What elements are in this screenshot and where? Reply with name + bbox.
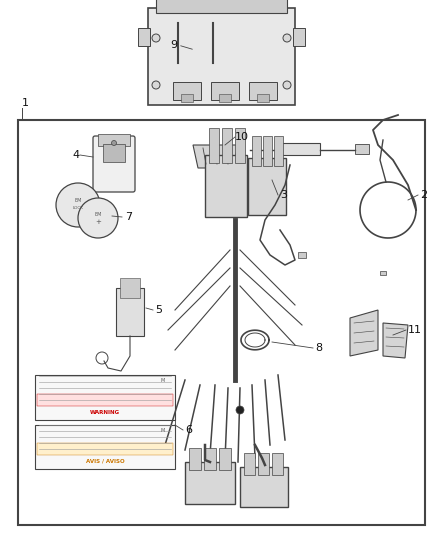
Bar [148,8,295,105]
Text: 11: 11 [408,325,422,335]
Bar [18,120,425,525]
Circle shape [152,34,160,42]
Circle shape [283,81,291,89]
Circle shape [112,141,117,146]
Text: WARNING: WARNING [90,409,120,415]
Bar [156,0,287,13]
Text: LOCK: LOCK [73,206,83,210]
Text: 8: 8 [315,343,322,353]
Bar [35,425,175,469]
Bar [209,128,219,163]
Text: 10: 10 [235,132,249,142]
Text: EM: EM [94,212,102,216]
Bar [235,128,245,163]
Bar [298,252,306,258]
Text: 4: 4 [73,150,80,160]
Bar [204,448,216,470]
Bar [173,82,201,100]
Bar [240,467,288,507]
Bar [189,448,201,470]
Bar [181,94,193,102]
Bar [219,448,231,470]
Text: +: + [95,219,101,225]
Bar [185,462,235,504]
Bar [244,453,255,475]
Circle shape [283,34,291,42]
Bar [103,144,125,162]
Circle shape [152,81,160,89]
Bar [249,82,277,100]
Bar [37,394,173,406]
Polygon shape [383,323,408,358]
Text: AVIS / AVISO: AVIS / AVISO [86,458,124,464]
Bar [211,82,239,100]
Text: EM: EM [74,198,82,203]
Bar [274,136,283,166]
Bar [37,443,173,455]
Circle shape [236,406,244,414]
Bar [293,28,305,46]
Text: 6: 6 [185,425,192,435]
Polygon shape [350,310,378,356]
Text: 5: 5 [155,305,162,315]
Bar [116,288,144,336]
Text: 9: 9 [170,40,177,50]
Bar [120,278,140,298]
Bar [355,144,369,154]
Bar [263,136,272,166]
Bar [252,136,261,166]
Bar [98,134,130,146]
FancyBboxPatch shape [93,136,135,192]
Circle shape [56,183,100,227]
Text: M: M [161,378,165,384]
Bar [272,453,283,475]
Text: M: M [161,429,165,433]
Bar [258,453,269,475]
Bar [205,155,247,217]
Circle shape [78,198,118,238]
Bar [219,94,231,102]
Bar [380,271,386,275]
Bar [280,143,320,155]
Bar [257,94,269,102]
Bar [138,28,150,46]
Bar [222,128,232,163]
Text: 2: 2 [420,190,427,200]
Bar [35,375,175,420]
Text: 7: 7 [125,212,132,222]
Text: 1: 1 [22,98,29,108]
Bar [248,158,286,215]
Text: 3: 3 [280,190,287,200]
Polygon shape [193,145,238,168]
